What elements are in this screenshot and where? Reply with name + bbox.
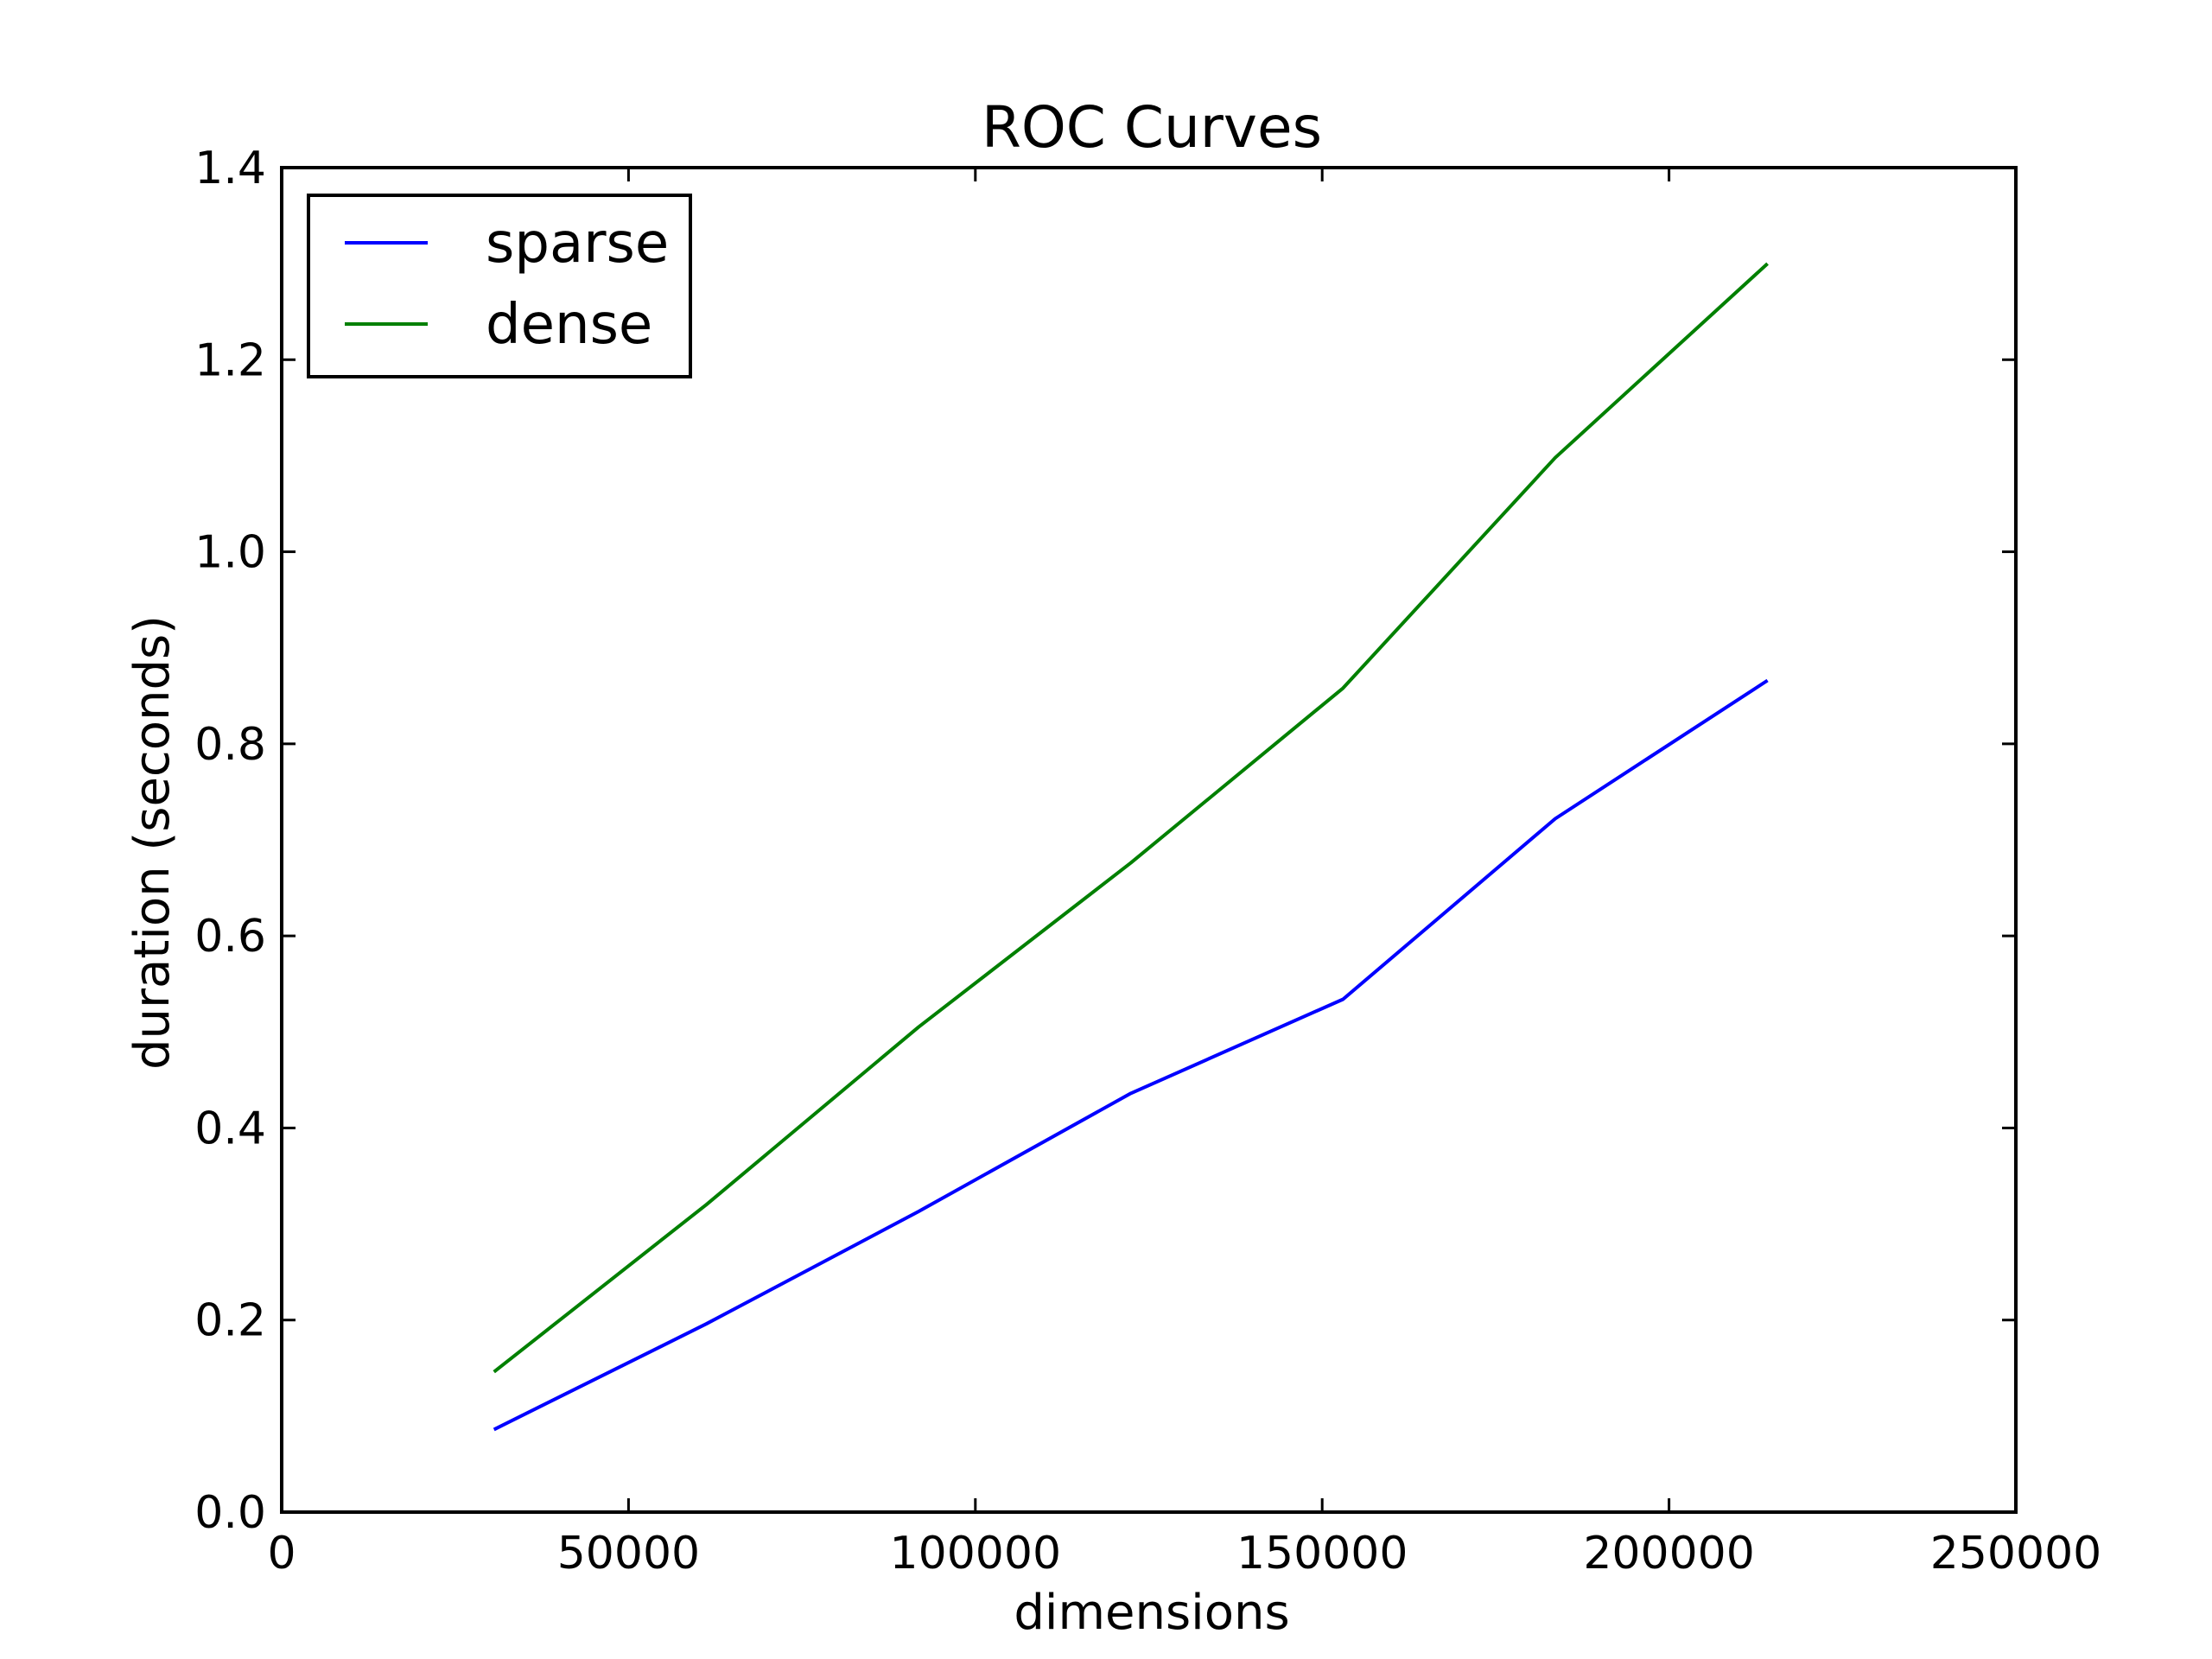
legend-box [307, 194, 692, 378]
chart-title: ROC Curves [982, 94, 1322, 161]
x-axis-label: dimensions [1014, 1585, 1289, 1641]
y-tick-label: 0.4 [194, 1103, 266, 1154]
y-tick-label: 1.0 [194, 527, 266, 579]
x-tick-label: 200000 [1583, 1528, 1755, 1580]
y-tick-label: 0.0 [194, 1487, 266, 1539]
x-tick-label: 250000 [1930, 1528, 2102, 1580]
legend-label-sparse: sparse [486, 212, 669, 276]
x-tick-label: 150000 [1236, 1528, 1408, 1580]
legend-label-dense: dense [486, 293, 652, 357]
y-tick-label: 0.6 [194, 911, 266, 963]
series-line-sparse [493, 678, 1769, 1432]
series-layer [493, 262, 1769, 1432]
axis-ticks: 0 50000 100000 150000 200000 250000 0.0 0.2 0.4 0… [194, 143, 2101, 1580]
y-tick-label: 1.4 [194, 143, 266, 194]
y-axis-label: duration (seconds) [124, 615, 181, 1070]
y-tick-label: 0.8 [194, 719, 266, 771]
x-tick-label: 0 [267, 1528, 296, 1580]
plot-frame [280, 166, 2018, 1514]
x-tick-label: 100000 [890, 1528, 1062, 1580]
x-tick-label: 50000 [557, 1528, 700, 1580]
y-tick-label: 1.2 [194, 334, 266, 386]
legend: sparse dense [307, 194, 692, 378]
series-line-dense [493, 262, 1769, 1374]
y-tick-label: 0.2 [194, 1295, 266, 1347]
